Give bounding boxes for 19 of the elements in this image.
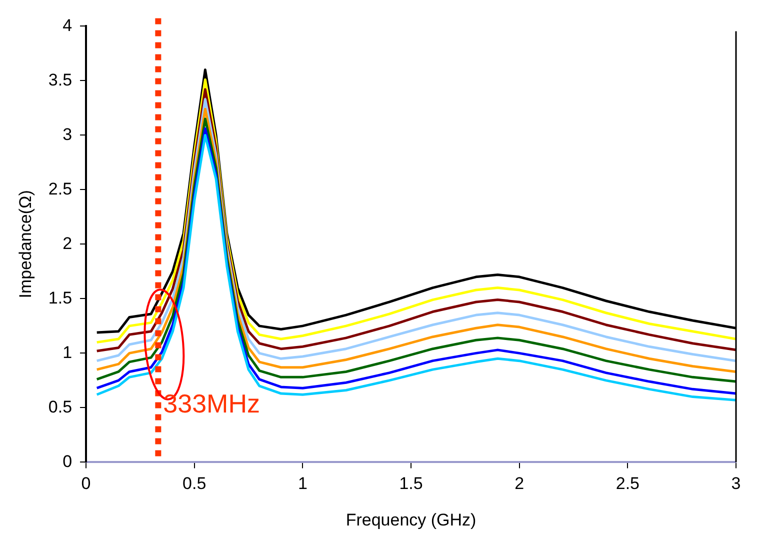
y-tick-label: 2.5 [48,179,72,198]
x-tick-label: 2 [514,474,524,494]
y-tick-label: 3.5 [48,70,72,90]
y-tick-label: 2 [62,234,72,253]
x-axis-title: Frequency (GHz) [346,510,476,530]
y-tick-label: 1.5 [48,288,72,308]
y-tick-label: 4 [62,16,72,35]
y-tick-label: 0.5 [48,397,72,416]
y-tick-label: 1 [62,342,72,362]
ref-line-label: 333MHz [163,388,260,419]
x-tick-label: 1 [298,474,308,494]
y-tick-label: 3 [62,124,72,144]
x-tick-label: 0 [81,474,91,494]
y-tick-label: 0 [62,452,72,471]
x-tick-label: 2.5 [616,474,640,494]
x-tick-label: 3 [731,474,741,494]
x-tick-label: 1.5 [399,474,423,494]
x-tick-label: 0.5 [182,474,206,494]
y-axis-title: Impedance(Ω) [16,190,35,298]
